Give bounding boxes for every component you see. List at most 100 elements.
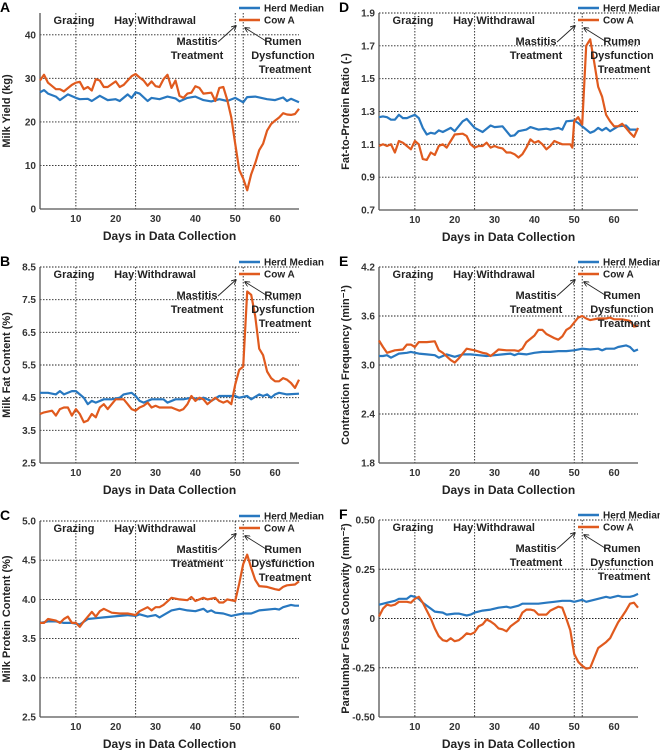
legend-herd-label: Herd Median — [603, 511, 660, 522]
x-tick-label: 20 — [449, 722, 461, 733]
legend-herd-label: Herd Median — [264, 258, 324, 269]
annotation-rumen: Rumen — [264, 544, 302, 556]
x-axis-title: Days in Data Collection — [103, 737, 236, 750]
annotation-hay-withdrawal: Hay Withdrawal — [453, 522, 535, 534]
x-tick-label: 60 — [609, 215, 621, 226]
mastitis-arrow — [217, 26, 236, 43]
annotation-mastitis: Mastitis — [177, 290, 218, 302]
annotation-mastitis: Mastitis — [516, 290, 557, 302]
annotation-rumen: Treatment — [259, 318, 312, 330]
legend-cow-label: Cow A — [264, 270, 295, 281]
y-tick-label: 1.1 — [361, 140, 375, 151]
panel-letter: E — [339, 253, 348, 269]
x-tick-label: 40 — [529, 215, 541, 226]
x-tick-label: 10 — [70, 468, 82, 479]
y-tick-label: -0.25 — [352, 663, 375, 674]
y-axis-title: Milk Yield (kg) — [1, 74, 13, 148]
annotation-hay-withdrawal: Hay Withdrawal — [453, 269, 535, 281]
x-axis-title: Days in Data Collection — [103, 229, 236, 243]
herd-median-line — [40, 390, 300, 406]
y-axis-title: Contraction Frequency (min⁻¹) — [340, 285, 352, 445]
herd-median-line — [378, 592, 639, 617]
rumen-arrow — [245, 28, 267, 42]
y-axis-title: Fat-to-Protein Ratio (-) — [340, 53, 352, 170]
y-tick-label: 0.50 — [356, 516, 376, 527]
y-tick-label: 3.6 — [361, 312, 375, 323]
y-tick-label: 4.5 — [22, 393, 36, 404]
y-tick-label: 8.5 — [22, 263, 36, 274]
cow-a-line — [40, 553, 300, 628]
annotation-mastitis: Mastitis — [516, 543, 557, 555]
cow-a-line — [39, 290, 300, 424]
legend-herd-label: Herd Median — [603, 4, 660, 15]
rumen-arrow — [245, 536, 267, 550]
x-tick-label: 30 — [489, 722, 501, 733]
annotation-mastitis: Treatment — [171, 304, 224, 316]
y-tick-label: 2.5 — [22, 459, 36, 470]
x-tick-label: 60 — [609, 468, 621, 479]
panel-d: D 0.7 0.9 1.1 1.3 1.5 1.7 1.9 10 20 30 40 50 60 Days i… — [339, 0, 660, 244]
legend-cow-label: Cow A — [603, 523, 634, 534]
panel-a: A 0 10 20 30 40 10 20 30 40 50 60 Days in Data Colle… — [0, 0, 324, 243]
x-axis-title: Days in Data Collection — [442, 737, 575, 750]
annotation-rumen: Treatment — [598, 64, 651, 76]
x-tick-label: 50 — [569, 468, 581, 479]
annotation-rumen: Dysfunction — [251, 558, 315, 570]
annotation-rumen: Treatment — [259, 572, 312, 584]
x-tick-label: 40 — [190, 468, 202, 479]
rumen-arrow — [584, 535, 606, 549]
x-tick-label: 40 — [529, 722, 541, 733]
y-tick-label: 2.4 — [361, 410, 375, 421]
y-axis-title: Paralumbar Fossa Concavity (mm⁻²) — [340, 523, 352, 714]
annotation-rumen: Dysfunction — [251, 304, 315, 316]
y-tick-label: 6.5 — [22, 328, 36, 339]
annotation-mastitis: Treatment — [510, 557, 563, 569]
rumen-arrow — [584, 282, 606, 296]
y-tick-label: 10 — [25, 161, 37, 172]
x-tick-label: 50 — [230, 468, 242, 479]
annotation-rumen: Dysfunction — [590, 557, 654, 569]
y-tick-label: 7.5 — [22, 295, 36, 306]
x-tick-label: 40 — [190, 722, 202, 733]
legend-cow-label: Cow A — [264, 524, 295, 535]
herd-median-line — [378, 113, 638, 138]
panel-letter: A — [0, 0, 10, 15]
herd-median-line — [39, 89, 300, 104]
y-tick-label: 20 — [25, 117, 37, 128]
x-tick-label: 10 — [409, 468, 421, 479]
annotation-rumen: Dysfunction — [590, 50, 654, 62]
annotation-rumen: Rumen — [264, 36, 302, 48]
x-tick-label: 60 — [609, 722, 621, 733]
y-tick-label: 30 — [25, 74, 37, 85]
mastitis-arrow — [556, 280, 575, 297]
y-tick-label: 1.8 — [361, 459, 375, 470]
y-tick-label: 0 — [30, 205, 36, 216]
annotation-rumen: Rumen — [603, 290, 641, 302]
x-axis-title: Days in Data Collection — [103, 483, 236, 497]
annotation-hay-withdrawal: Hay Withdrawal — [453, 15, 535, 27]
legend-cow-label: Cow A — [603, 16, 634, 27]
legend-cow-label: Cow A — [603, 270, 634, 281]
y-tick-label: 3.5 — [22, 634, 36, 645]
annotation-grazing: Grazing — [393, 269, 434, 281]
x-tick-label: 30 — [150, 468, 162, 479]
y-tick-label: 5.5 — [22, 361, 36, 372]
y-tick-label: 0.7 — [361, 206, 375, 217]
annotation-hay-withdrawal: Hay Withdrawal — [114, 269, 196, 281]
annotation-rumen: Dysfunction — [590, 304, 654, 316]
y-tick-label: 4.0 — [22, 595, 36, 606]
x-tick-label: 50 — [230, 214, 242, 225]
mastitis-arrow — [556, 533, 575, 550]
x-tick-label: 20 — [449, 468, 461, 479]
y-tick-label: 3.0 — [361, 361, 375, 372]
panel-c: C 2.5 3.0 3.5 4.0 4.5 5.0 10 20 30 40 50 60 Days in D… — [0, 507, 324, 750]
annotation-mastitis: Mastitis — [177, 544, 218, 556]
x-tick-label: 20 — [110, 722, 122, 733]
panel-letter: B — [0, 253, 10, 269]
